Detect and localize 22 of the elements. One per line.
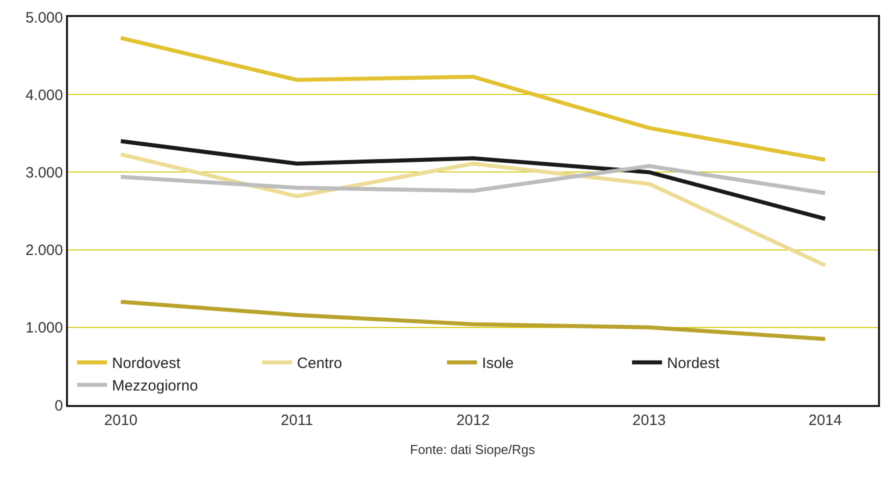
x-tick-label: 2012: [456, 412, 490, 429]
y-tick-label: 0: [54, 397, 63, 414]
legend-label: Nordovest: [112, 355, 182, 372]
line-series: [118, 36, 828, 162]
x-tick-label: 2013: [632, 412, 666, 429]
legend-label: Isole: [482, 355, 514, 372]
line-series: [118, 139, 828, 221]
x-tick-label: 2010: [104, 412, 138, 429]
y-tick-label: 4.000: [25, 86, 63, 104]
line-series: [118, 300, 828, 342]
line-series: [118, 152, 828, 268]
line-series: [118, 164, 828, 196]
legend-label: Nordest: [667, 355, 720, 372]
y-tick-label: 1.000: [25, 320, 63, 337]
x-tick-label: 2014: [808, 412, 842, 429]
source-note: Fonte: dati Siope/Rgs: [410, 442, 536, 457]
y-tick-label: 2.000: [25, 242, 63, 260]
y-tick-label: 3.000: [25, 164, 63, 182]
legend-label: Mezzogiorno: [112, 378, 198, 395]
y-tick-label: 5.000: [25, 9, 63, 26]
legend-label: Centro: [297, 355, 342, 372]
x-tick-label: 2011: [280, 412, 314, 429]
